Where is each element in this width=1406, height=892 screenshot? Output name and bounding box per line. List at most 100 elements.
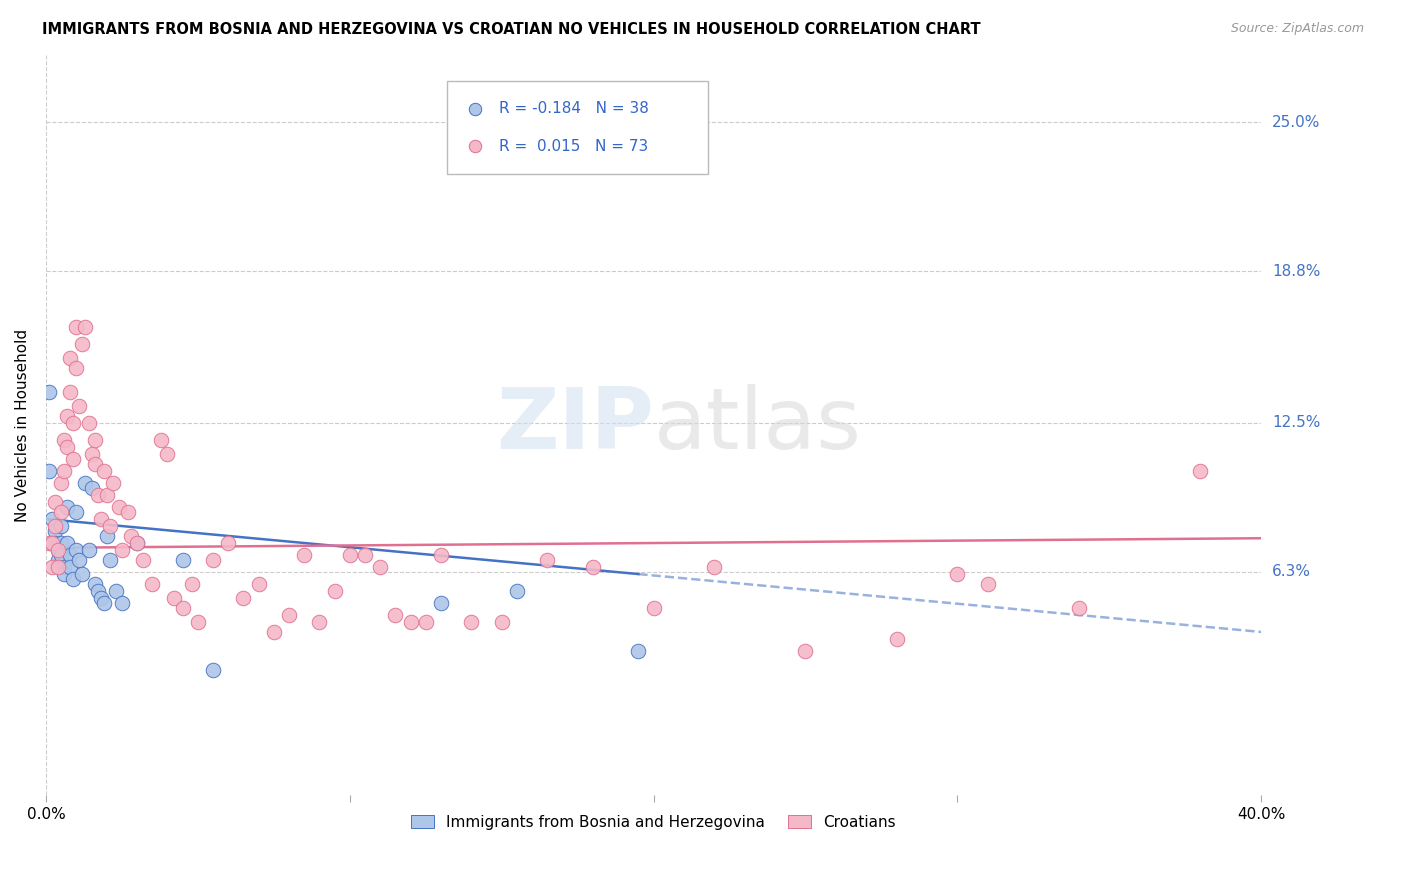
Point [51, 548, 73, 562]
Point [232, 591, 254, 606]
Point [59, 548, 82, 562]
Point [506, 584, 529, 599]
Point [75, 319, 97, 334]
Point [415, 615, 437, 630]
Point [41, 560, 63, 574]
Text: 25.0%: 25.0% [1272, 115, 1320, 130]
Text: R =  0.015   N = 73: R = 0.015 N = 73 [499, 138, 648, 153]
Point [65, 360, 87, 375]
Point [53, 464, 76, 478]
Point [65, 505, 87, 519]
Point [62, 572, 84, 586]
Point [46, 543, 69, 558]
Point [90, 591, 112, 606]
Point [72, 567, 94, 582]
Point [1189, 464, 1212, 478]
Point [150, 433, 173, 447]
Point [83, 433, 105, 447]
Point [247, 577, 270, 591]
Text: Source: ZipAtlas.com: Source: ZipAtlas.com [1230, 22, 1364, 36]
Point [44, 536, 66, 550]
Text: IMMIGRANTS FROM BOSNIA AND HERZEGOVINA VS CROATIAN NO VEHICLES IN HOUSEHOLD CORR: IMMIGRANTS FROM BOSNIA AND HERZEGOVINA V… [42, 22, 981, 37]
Point [162, 591, 184, 606]
Point [80, 447, 103, 461]
Point [202, 664, 225, 678]
Point [172, 601, 194, 615]
Point [187, 615, 209, 630]
Point [38, 464, 60, 478]
Point [430, 548, 453, 562]
Point [96, 529, 118, 543]
Point [44, 524, 66, 538]
Point [111, 543, 134, 558]
Point [59, 384, 82, 399]
Point [217, 536, 239, 550]
Point [460, 615, 482, 630]
Point [108, 500, 131, 514]
Point [67, 399, 90, 413]
Point [46, 560, 69, 574]
Point [98, 519, 121, 533]
Point [536, 553, 558, 567]
Text: atlas: atlas [654, 384, 862, 467]
Point [263, 624, 285, 639]
Point [1067, 601, 1090, 615]
Y-axis label: No Vehicles in Household: No Vehicles in Household [15, 329, 30, 522]
Point [323, 584, 346, 599]
Point [368, 560, 391, 574]
Point [491, 615, 513, 630]
Point [62, 416, 84, 430]
Point [80, 481, 103, 495]
Point [101, 475, 124, 490]
Point [51, 475, 73, 490]
Point [53, 433, 76, 447]
Point [59, 351, 82, 365]
Text: 12.5%: 12.5% [1272, 416, 1320, 430]
Point [627, 644, 650, 658]
Point [582, 560, 605, 574]
Point [38, 384, 60, 399]
Point [83, 457, 105, 471]
Point [339, 548, 361, 562]
Text: R = -0.184   N = 38: R = -0.184 N = 38 [499, 101, 650, 116]
Point [44, 519, 66, 533]
Point [127, 536, 149, 550]
Point [56, 440, 79, 454]
Point [46, 553, 69, 567]
Point [643, 601, 665, 615]
Point [38, 536, 60, 550]
Text: 18.8%: 18.8% [1272, 264, 1320, 279]
Point [354, 548, 377, 562]
Point [98, 553, 121, 567]
Point [72, 336, 94, 351]
Point [86, 584, 108, 599]
Point [180, 577, 202, 591]
Point [59, 560, 82, 574]
Point [41, 512, 63, 526]
Point [51, 505, 73, 519]
Text: 6.3%: 6.3% [1272, 565, 1312, 580]
Point [399, 615, 422, 630]
Point [51, 536, 73, 550]
Point [46, 543, 69, 558]
Point [703, 560, 725, 574]
Point [384, 608, 406, 623]
Point [51, 519, 73, 533]
Point [56, 536, 79, 550]
Point [104, 584, 127, 599]
Point [86, 488, 108, 502]
Point [141, 577, 163, 591]
Point [96, 488, 118, 502]
Text: ZIP: ZIP [496, 384, 654, 467]
Point [53, 560, 76, 574]
Point [83, 577, 105, 591]
Point [117, 505, 139, 519]
Point [430, 596, 453, 610]
Point [278, 608, 301, 623]
Point [132, 553, 155, 567]
Point [308, 615, 330, 630]
Point [127, 536, 149, 550]
Point [65, 543, 87, 558]
Point [977, 577, 1000, 591]
Point [44, 495, 66, 509]
